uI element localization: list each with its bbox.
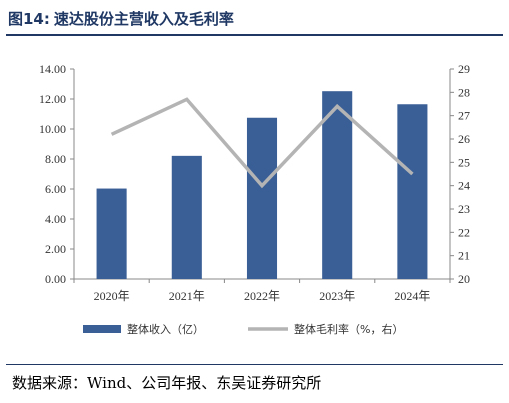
x-tick-label: 2022年 <box>244 289 280 303</box>
right-tick-label: 20 <box>458 272 470 286</box>
revenue-margin-chart: 0.00 2.00 4.00 6.00 8.00 10.00 12.00 14.00 20 21 2… <box>39 62 470 336</box>
right-tick-label: 24 <box>458 179 470 193</box>
right-tick-label: 28 <box>458 85 470 99</box>
revenue-bar <box>96 188 127 279</box>
left-tick-label: 14.00 <box>39 62 66 76</box>
x-tick-label: 2021年 <box>169 289 205 303</box>
left-tick-label: 8.00 <box>45 152 66 166</box>
right-tick-label: 27 <box>458 109 470 123</box>
right-tick-label: 25 <box>458 155 470 169</box>
bar-series <box>96 91 428 279</box>
figure-number: 图14: <box>8 10 50 28</box>
x-tick-label: 2023年 <box>319 289 355 303</box>
right-tick-label: 29 <box>458 62 470 76</box>
left-tick-label: 6.00 <box>45 182 66 196</box>
legend-swatch-revenue <box>83 325 121 333</box>
revenue-bar <box>171 155 202 279</box>
right-tick-label: 26 <box>458 132 470 146</box>
source-note: 数据来源：Wind、公司年报、东吴证券研究所 <box>12 374 322 392</box>
line-series <box>110 97 414 189</box>
right-tick-label: 21 <box>458 249 470 263</box>
revenue-bar <box>246 117 278 279</box>
left-tick-label: 0.00 <box>45 272 66 286</box>
legend-label-revenue: 整体收入（亿） <box>127 322 204 336</box>
x-tick-label: 2020年 <box>94 289 130 303</box>
source-divider <box>6 364 503 365</box>
left-tick-label: 4.00 <box>45 212 66 226</box>
revenue-bar <box>397 104 428 279</box>
figure-title-text: 速达股份主营收入及毛利率 <box>53 10 234 28</box>
x-tick-label: 2024年 <box>394 289 430 303</box>
title-divider <box>6 34 503 36</box>
left-tick-label: 10.00 <box>39 122 66 136</box>
right-tick-label: 23 <box>458 202 470 216</box>
legend-label-margin: 整体毛利率（%，右） <box>294 322 403 336</box>
legend: 整体收入（亿） 整体毛利率（%，右） <box>83 322 403 336</box>
axes: 0.00 2.00 4.00 6.00 8.00 10.00 12.00 14.00 20 21 2… <box>39 62 470 303</box>
right-tick-label: 22 <box>458 225 470 239</box>
left-tick-label: 12.00 <box>39 92 66 106</box>
figure-title: 图14: 速达股份主营收入及毛利率 <box>8 8 501 30</box>
left-tick-label: 2.00 <box>45 242 66 256</box>
revenue-bar <box>322 91 353 279</box>
